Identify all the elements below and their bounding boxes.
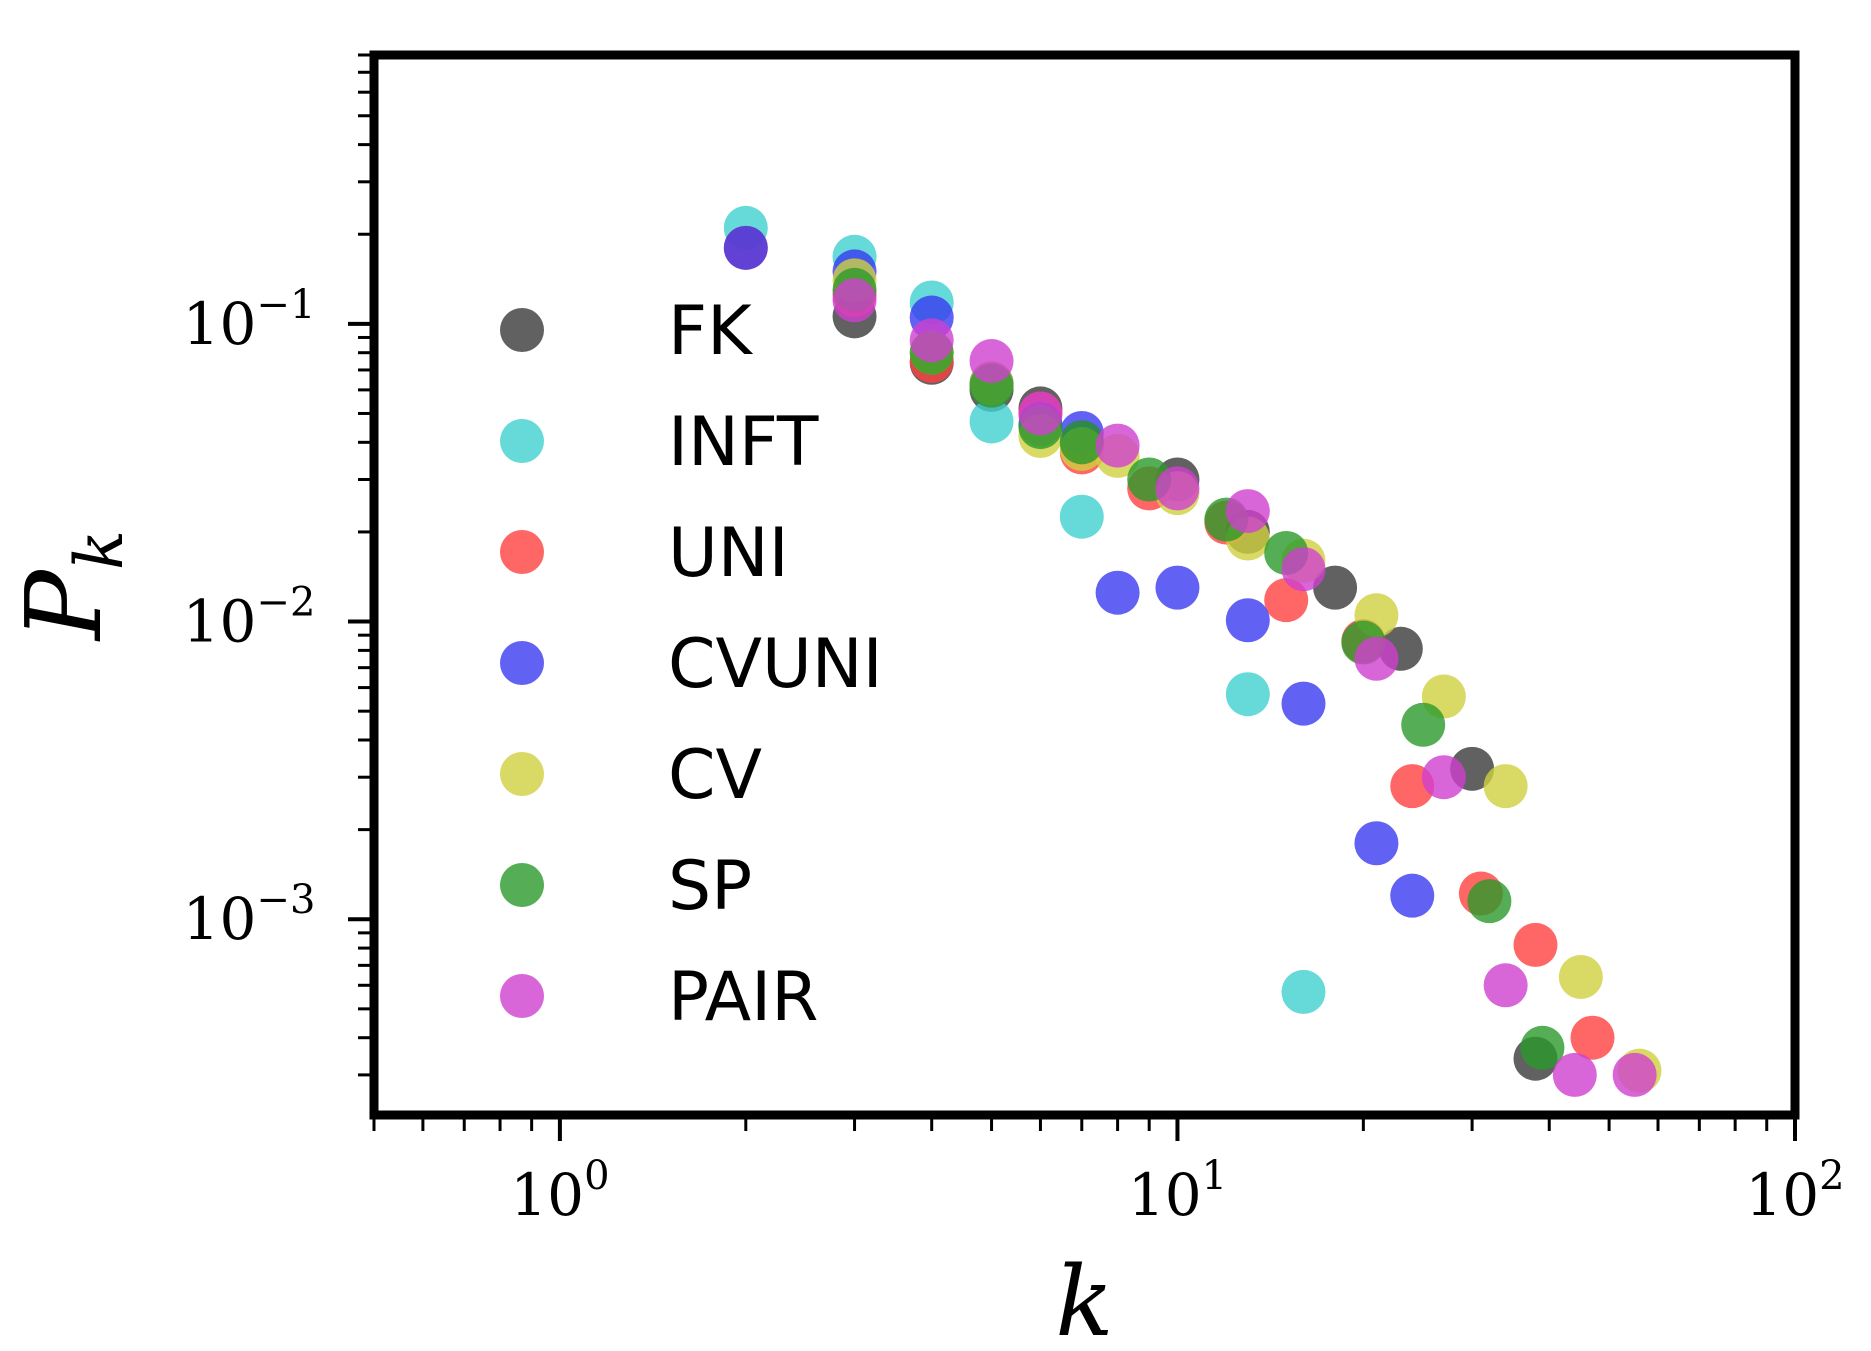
- y-tick-label: 10−2: [183, 580, 316, 656]
- legend-marker: [500, 863, 544, 907]
- legend-marker: [500, 752, 544, 796]
- data-point-cvuni: [1354, 821, 1399, 866]
- legend-marker: [500, 308, 544, 352]
- legend-item-cvuni: CVUNI: [500, 625, 883, 704]
- data-point-cvuni: [723, 225, 768, 270]
- data-point-pair: [1155, 466, 1200, 511]
- data-point-inft: [1059, 494, 1104, 539]
- data-point-pair: [1354, 636, 1399, 681]
- data-points: [723, 205, 1662, 1097]
- svg-text:Pk: Pk: [3, 530, 138, 642]
- data-point-pair: [909, 318, 954, 363]
- y-tick-label: 10−3: [183, 877, 316, 953]
- data-point-sp: [1467, 879, 1512, 924]
- data-point-pair: [1612, 1052, 1657, 1097]
- legend-label: CVUNI: [668, 625, 883, 704]
- legend-label: CV: [668, 736, 762, 815]
- series-pair: [832, 278, 1657, 1097]
- data-point-pair: [1225, 489, 1270, 534]
- y-tick-label: 10−1: [183, 282, 316, 358]
- x-axis: 100 101 102: [372, 1119, 1845, 1229]
- data-point-inft: [1225, 672, 1270, 717]
- plot-frame: [369, 50, 1800, 1120]
- y-axis-label-main: P: [3, 568, 125, 642]
- legend-item-uni: UNI: [500, 514, 789, 593]
- data-point-pair: [1281, 547, 1326, 592]
- legend-marker: [500, 641, 544, 685]
- data-point-cvuni: [1390, 873, 1435, 918]
- data-point-pair: [1018, 391, 1063, 436]
- legend-label: PAIR: [668, 958, 818, 1037]
- data-point-pair: [832, 278, 877, 323]
- x-tick-label: 101: [1128, 1153, 1227, 1229]
- x-axis-label: k: [1055, 1246, 1113, 1351]
- data-point-sp: [1520, 1025, 1565, 1070]
- legend-label: INFT: [668, 403, 819, 482]
- legend-label: UNI: [668, 514, 789, 593]
- y-axis-label: Pk: [3, 530, 138, 642]
- legend-marker: [500, 974, 544, 1018]
- data-point-cv: [1558, 954, 1603, 999]
- data-point-pair: [1483, 963, 1528, 1008]
- data-point-sp: [1059, 420, 1104, 465]
- data-point-cvuni: [1281, 681, 1326, 726]
- data-point-uni: [1570, 1015, 1615, 1060]
- legend-label: FK: [668, 292, 754, 371]
- series-sp: [832, 267, 1565, 1070]
- legend-marker: [500, 530, 544, 574]
- data-point-cvuni: [1225, 598, 1270, 643]
- data-point-pair: [1421, 755, 1466, 800]
- data-point-pair: [969, 339, 1014, 384]
- data-point-uni: [1513, 922, 1558, 967]
- legend-item-sp: SP: [500, 847, 752, 926]
- data-point-inft: [969, 399, 1014, 444]
- legend-item-cv: CV: [500, 736, 762, 815]
- x-tick-label: 100: [510, 1153, 609, 1229]
- y-axis-label-subscript: k: [61, 530, 138, 570]
- data-point-pair: [1095, 423, 1140, 468]
- data-point-pair: [1552, 1052, 1597, 1097]
- legend-label: SP: [668, 847, 752, 926]
- legend-marker: [500, 419, 544, 463]
- legend-item-fk: FK: [500, 292, 754, 371]
- data-point-cvuni: [1095, 570, 1140, 615]
- legend-item-pair: PAIR: [500, 958, 818, 1037]
- legend: FK INFT UNI CVUNI CV SP PAIR: [500, 292, 883, 1037]
- data-point-inft: [1281, 969, 1326, 1014]
- y-axis: 10−1 10−2 10−3: [183, 53, 370, 1077]
- data-point-sp: [1401, 702, 1446, 747]
- legend-item-inft: INFT: [500, 403, 819, 482]
- data-point-cv: [1483, 764, 1528, 809]
- x-tick-label: 102: [1745, 1153, 1844, 1229]
- data-point-cvuni: [1155, 565, 1200, 610]
